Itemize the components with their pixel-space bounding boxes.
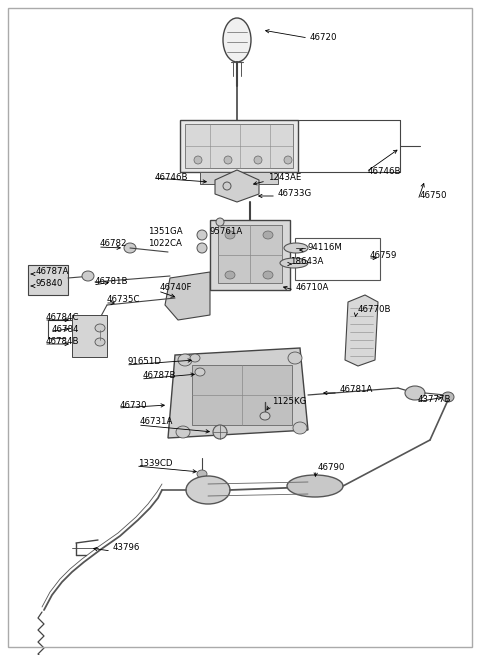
Text: 1243AE: 1243AE [268, 174, 301, 183]
Ellipse shape [195, 368, 205, 376]
Ellipse shape [223, 18, 251, 62]
Text: 46740F: 46740F [160, 284, 192, 293]
Text: 46750: 46750 [420, 191, 447, 200]
Text: 1022CA: 1022CA [148, 240, 182, 248]
Ellipse shape [95, 338, 105, 346]
Text: 95761A: 95761A [210, 227, 243, 236]
Ellipse shape [216, 218, 224, 226]
Ellipse shape [284, 156, 292, 164]
Bar [192, 365, 292, 425]
Polygon shape [168, 348, 308, 438]
Bar [200, 172, 278, 184]
Ellipse shape [260, 412, 270, 420]
Text: 46720: 46720 [310, 33, 337, 43]
Ellipse shape [224, 156, 232, 164]
Ellipse shape [284, 243, 308, 253]
Text: 46759: 46759 [370, 250, 397, 259]
Ellipse shape [442, 392, 454, 402]
Bar [185, 124, 293, 168]
Text: 46746B: 46746B [368, 168, 401, 176]
Text: 46787A: 46787A [36, 267, 70, 276]
Text: 46733G: 46733G [278, 189, 312, 198]
Text: 46782: 46782 [100, 240, 128, 248]
Ellipse shape [213, 425, 227, 439]
Ellipse shape [197, 470, 207, 478]
Text: 46746B: 46746B [155, 174, 189, 183]
Text: 46781B: 46781B [95, 278, 129, 286]
Ellipse shape [95, 324, 105, 332]
Text: 46735C: 46735C [107, 295, 141, 305]
Ellipse shape [263, 231, 273, 239]
Bar [180, 120, 298, 172]
Text: 1125KG: 1125KG [272, 398, 306, 407]
Ellipse shape [178, 354, 192, 366]
Ellipse shape [223, 182, 231, 190]
Bar [72, 315, 107, 357]
Ellipse shape [197, 230, 207, 240]
Text: 1351GA: 1351GA [148, 227, 182, 236]
Polygon shape [165, 272, 210, 320]
Ellipse shape [176, 426, 190, 438]
Text: 1339CD: 1339CD [138, 458, 172, 468]
Ellipse shape [124, 243, 136, 253]
Ellipse shape [194, 156, 202, 164]
Bar [218, 225, 282, 283]
Text: 46731A: 46731A [140, 417, 173, 426]
Text: 94116M: 94116M [307, 244, 342, 252]
Text: 18643A: 18643A [290, 257, 324, 267]
Text: 95840: 95840 [36, 280, 63, 288]
Ellipse shape [186, 476, 230, 504]
Ellipse shape [254, 156, 262, 164]
Ellipse shape [197, 243, 207, 253]
Ellipse shape [225, 271, 235, 279]
Text: 91651D: 91651D [128, 358, 162, 367]
Bar [295, 238, 380, 280]
Ellipse shape [263, 271, 273, 279]
Ellipse shape [287, 475, 343, 497]
Text: 46790: 46790 [318, 464, 346, 472]
Ellipse shape [288, 352, 302, 364]
Text: 46784: 46784 [52, 326, 80, 335]
Ellipse shape [190, 354, 200, 362]
Ellipse shape [293, 422, 307, 434]
Ellipse shape [405, 386, 425, 400]
Text: 46784C: 46784C [46, 314, 80, 322]
Ellipse shape [225, 231, 235, 239]
Text: 46781A: 46781A [340, 386, 373, 394]
Bar [210, 220, 290, 290]
Bar [28, 265, 68, 295]
Text: 43777B: 43777B [418, 396, 452, 405]
Polygon shape [215, 170, 259, 202]
Text: 46710A: 46710A [296, 284, 329, 293]
Text: 46784B: 46784B [46, 337, 80, 346]
Ellipse shape [82, 271, 94, 281]
Text: 46770B: 46770B [358, 305, 392, 314]
Text: 43796: 43796 [113, 544, 140, 553]
Ellipse shape [280, 258, 308, 268]
Text: 46787B: 46787B [143, 371, 177, 381]
Polygon shape [345, 295, 378, 366]
Text: 46730: 46730 [120, 400, 147, 409]
